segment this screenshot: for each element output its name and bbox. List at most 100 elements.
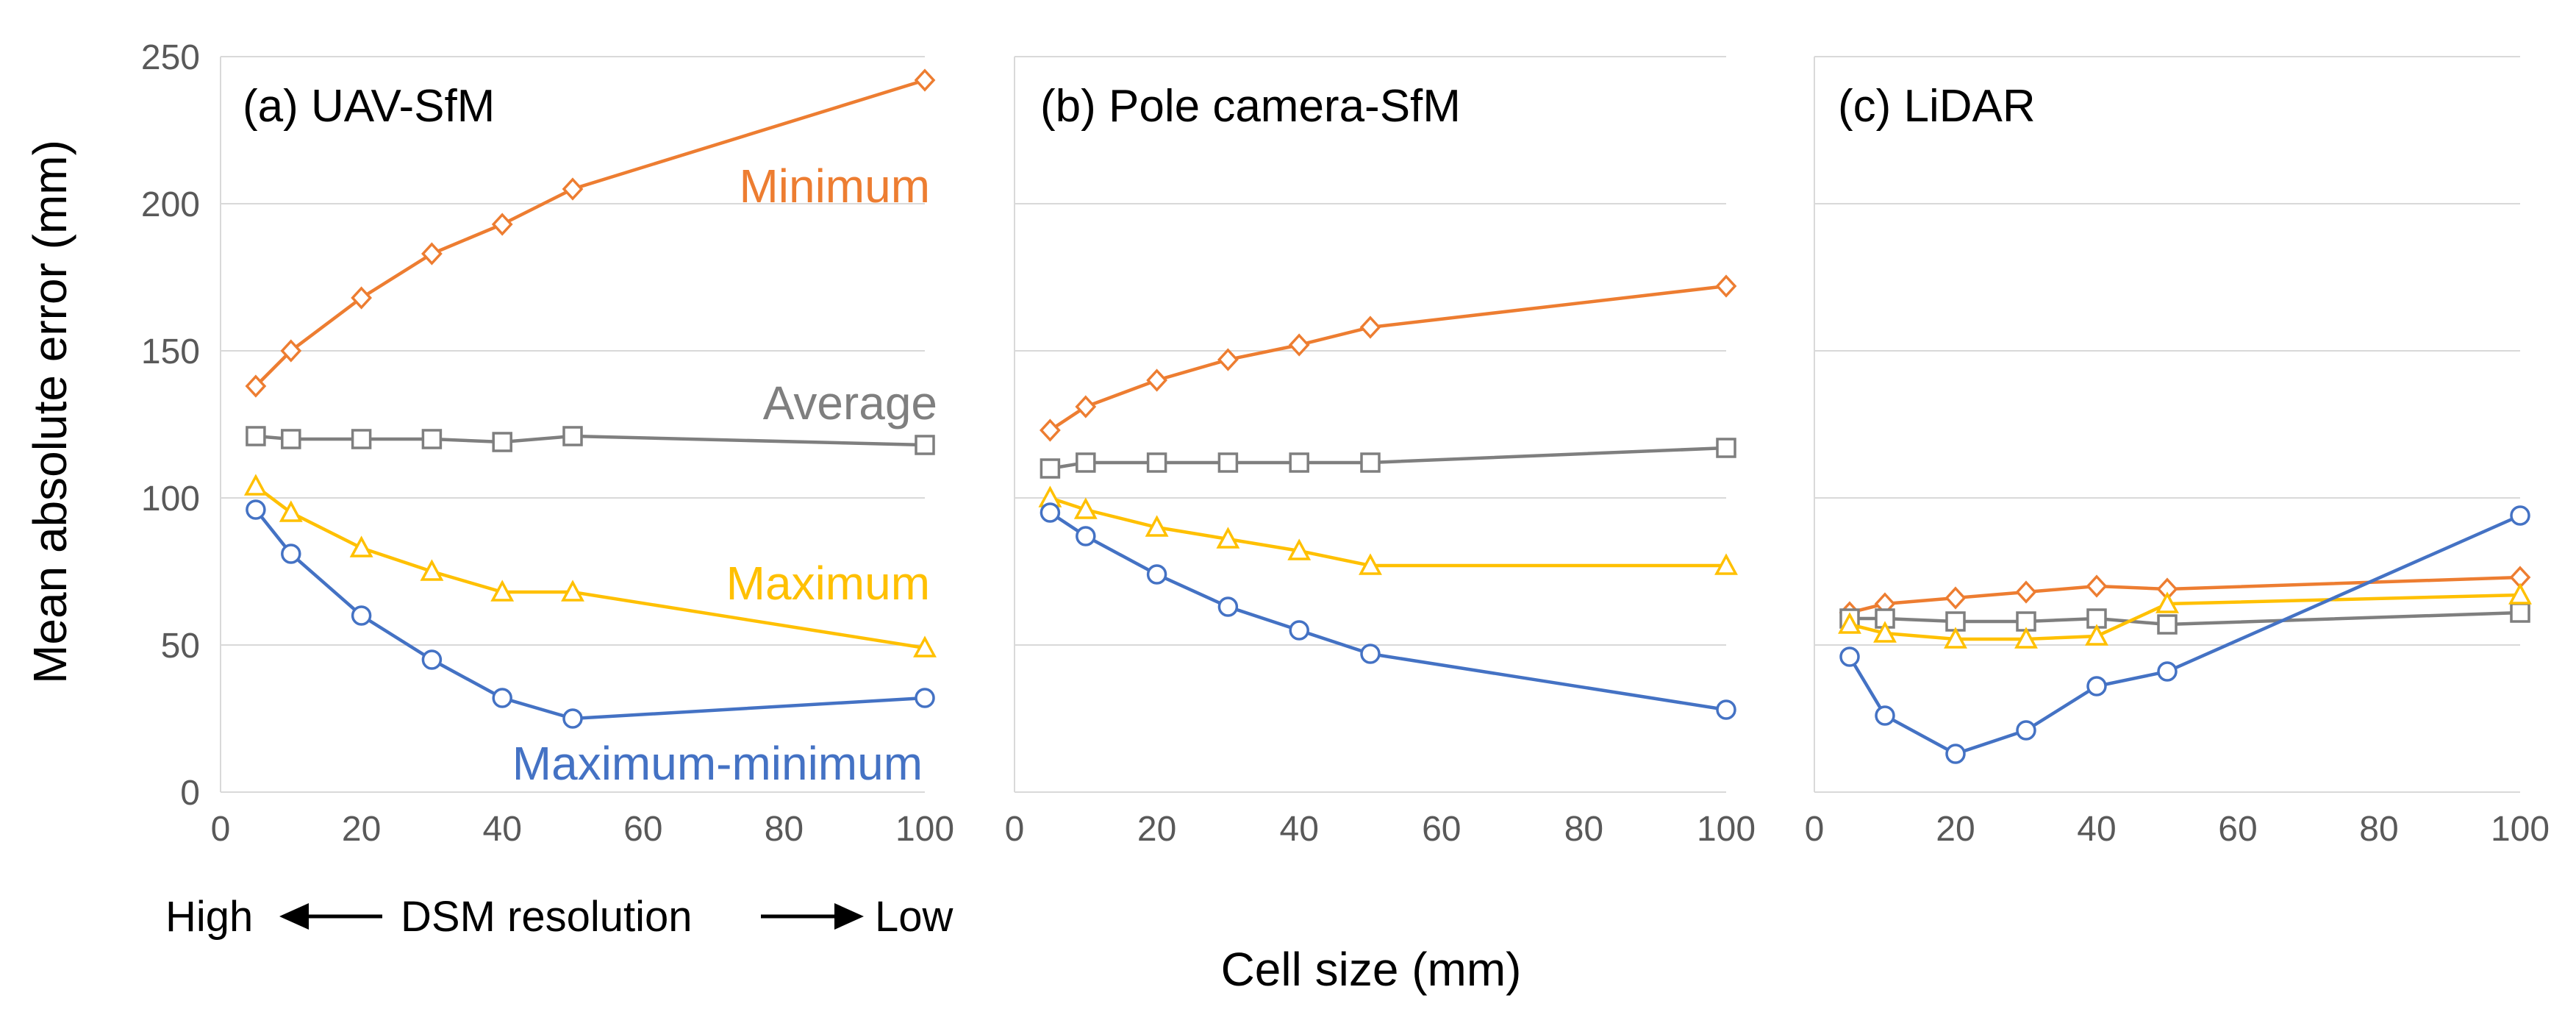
data-point [1146,564,1167,585]
data-point [492,688,512,708]
data-point [1360,644,1381,664]
data-point [246,426,266,446]
series-maximum [1838,582,2532,649]
y-tick-label: 150 [141,332,200,371]
data-point [281,429,301,449]
series-maximum [243,474,937,658]
x-tick-label: 100 [2491,810,2550,849]
resolution-low-label: Low [875,893,954,941]
data-point [913,635,937,658]
data-point [1716,438,1736,458]
chart-panel-3: 0 20 40 60 80 100 (c) LiDAR [1805,56,2550,849]
x-tick-label: 100 [1697,810,1756,849]
data-point [351,605,372,626]
x-tick-label: 0 [211,810,231,849]
left-arrow-icon [279,903,309,930]
data-point [490,580,515,602]
data-point [2510,602,2530,623]
resolution-high-label: High [165,893,253,941]
data-point [2157,661,2178,682]
y-tick-label: 50 [161,627,200,666]
data-point [1839,646,1860,667]
data-point [1360,452,1381,473]
chart-title: (a) UAV-SfM [243,81,495,132]
x-tick-label: 80 [2359,810,2398,849]
data-point [1076,526,1096,546]
data-point [1289,452,1309,473]
data-point [351,429,372,449]
x-tick-label: 20 [1137,810,1176,849]
data-point [1359,553,1382,575]
x-tick-label: 60 [623,810,662,849]
data-point [562,177,584,201]
series-annotation: Maximum [726,557,930,610]
series-average [1040,438,1736,479]
data-point [1944,586,1967,610]
chart-title: (c) LiDAR [1838,81,2036,132]
series-annotation: Minimum [739,160,930,213]
data-point [562,708,583,729]
x-tick-label: 0 [1805,810,1825,849]
data-point [1289,620,1309,641]
data-point [1714,553,1738,575]
series-minimum [1839,566,2531,624]
data-point [1146,452,1167,473]
data-point [2016,720,2036,741]
data-point [349,535,373,557]
resolution-middle-label: DSM resolution [401,893,692,941]
data-point [421,242,443,266]
x-axis-label: Cell size (mm) [1221,943,1522,996]
data-point [1075,395,1097,418]
data-point [1287,538,1312,560]
data-point [1875,705,1895,726]
data-point [246,499,266,520]
y-axis-label: Mean absolute error (mm) [24,140,76,684]
data-point [421,649,443,670]
data-point [1873,621,1897,643]
data-point [2014,627,2038,649]
data-point [492,432,512,452]
data-point [1217,452,1239,473]
x-tick-label: 80 [1564,810,1603,849]
data-point [1715,274,1737,298]
data-point [281,544,301,564]
data-point [1716,699,1736,720]
series-average [1839,602,2530,635]
x-tick-label: 40 [2077,810,2116,849]
series-minimum [245,68,936,398]
data-point [2155,591,2179,613]
x-tick-label: 60 [1422,810,1461,849]
data-point [491,213,513,236]
data-point [1076,452,1096,473]
data-point [1217,596,1239,617]
x-tick-label: 20 [1936,810,1975,849]
data-point [2086,574,2108,598]
x-tick-label: 0 [1005,810,1025,849]
x-tick-label: 40 [1280,810,1319,849]
series-minimum [1040,274,1737,442]
x-tick-label: 80 [765,810,804,849]
data-point [1216,527,1240,549]
y-tick-label: 200 [141,185,200,224]
x-tick-label: 100 [895,810,954,849]
series-line [1049,284,1727,432]
y-tick-label: 0 [180,774,200,813]
data-point [2015,580,2037,604]
data-point [915,688,935,708]
data-point [351,286,372,310]
data-point [2508,582,2532,605]
data-point [2510,505,2530,526]
series-maximum-minimum [1040,502,1736,720]
series-annotation: Average [763,377,937,430]
data-point [1288,333,1310,357]
right-arrow-icon [834,903,864,930]
data-point [2157,614,2178,635]
y-tick-label: 250 [141,38,200,77]
data-point [1838,612,1861,634]
chart-panel-1: 0 50 100 150 200 250 0 20 40 60 80 100 (a) UAV-SfM Mi… [141,38,954,849]
series-maximum-minimum [246,499,935,729]
data-point [1217,348,1239,371]
data-point [2086,676,2107,696]
series-annotation: Maximum-minimum [512,737,923,790]
